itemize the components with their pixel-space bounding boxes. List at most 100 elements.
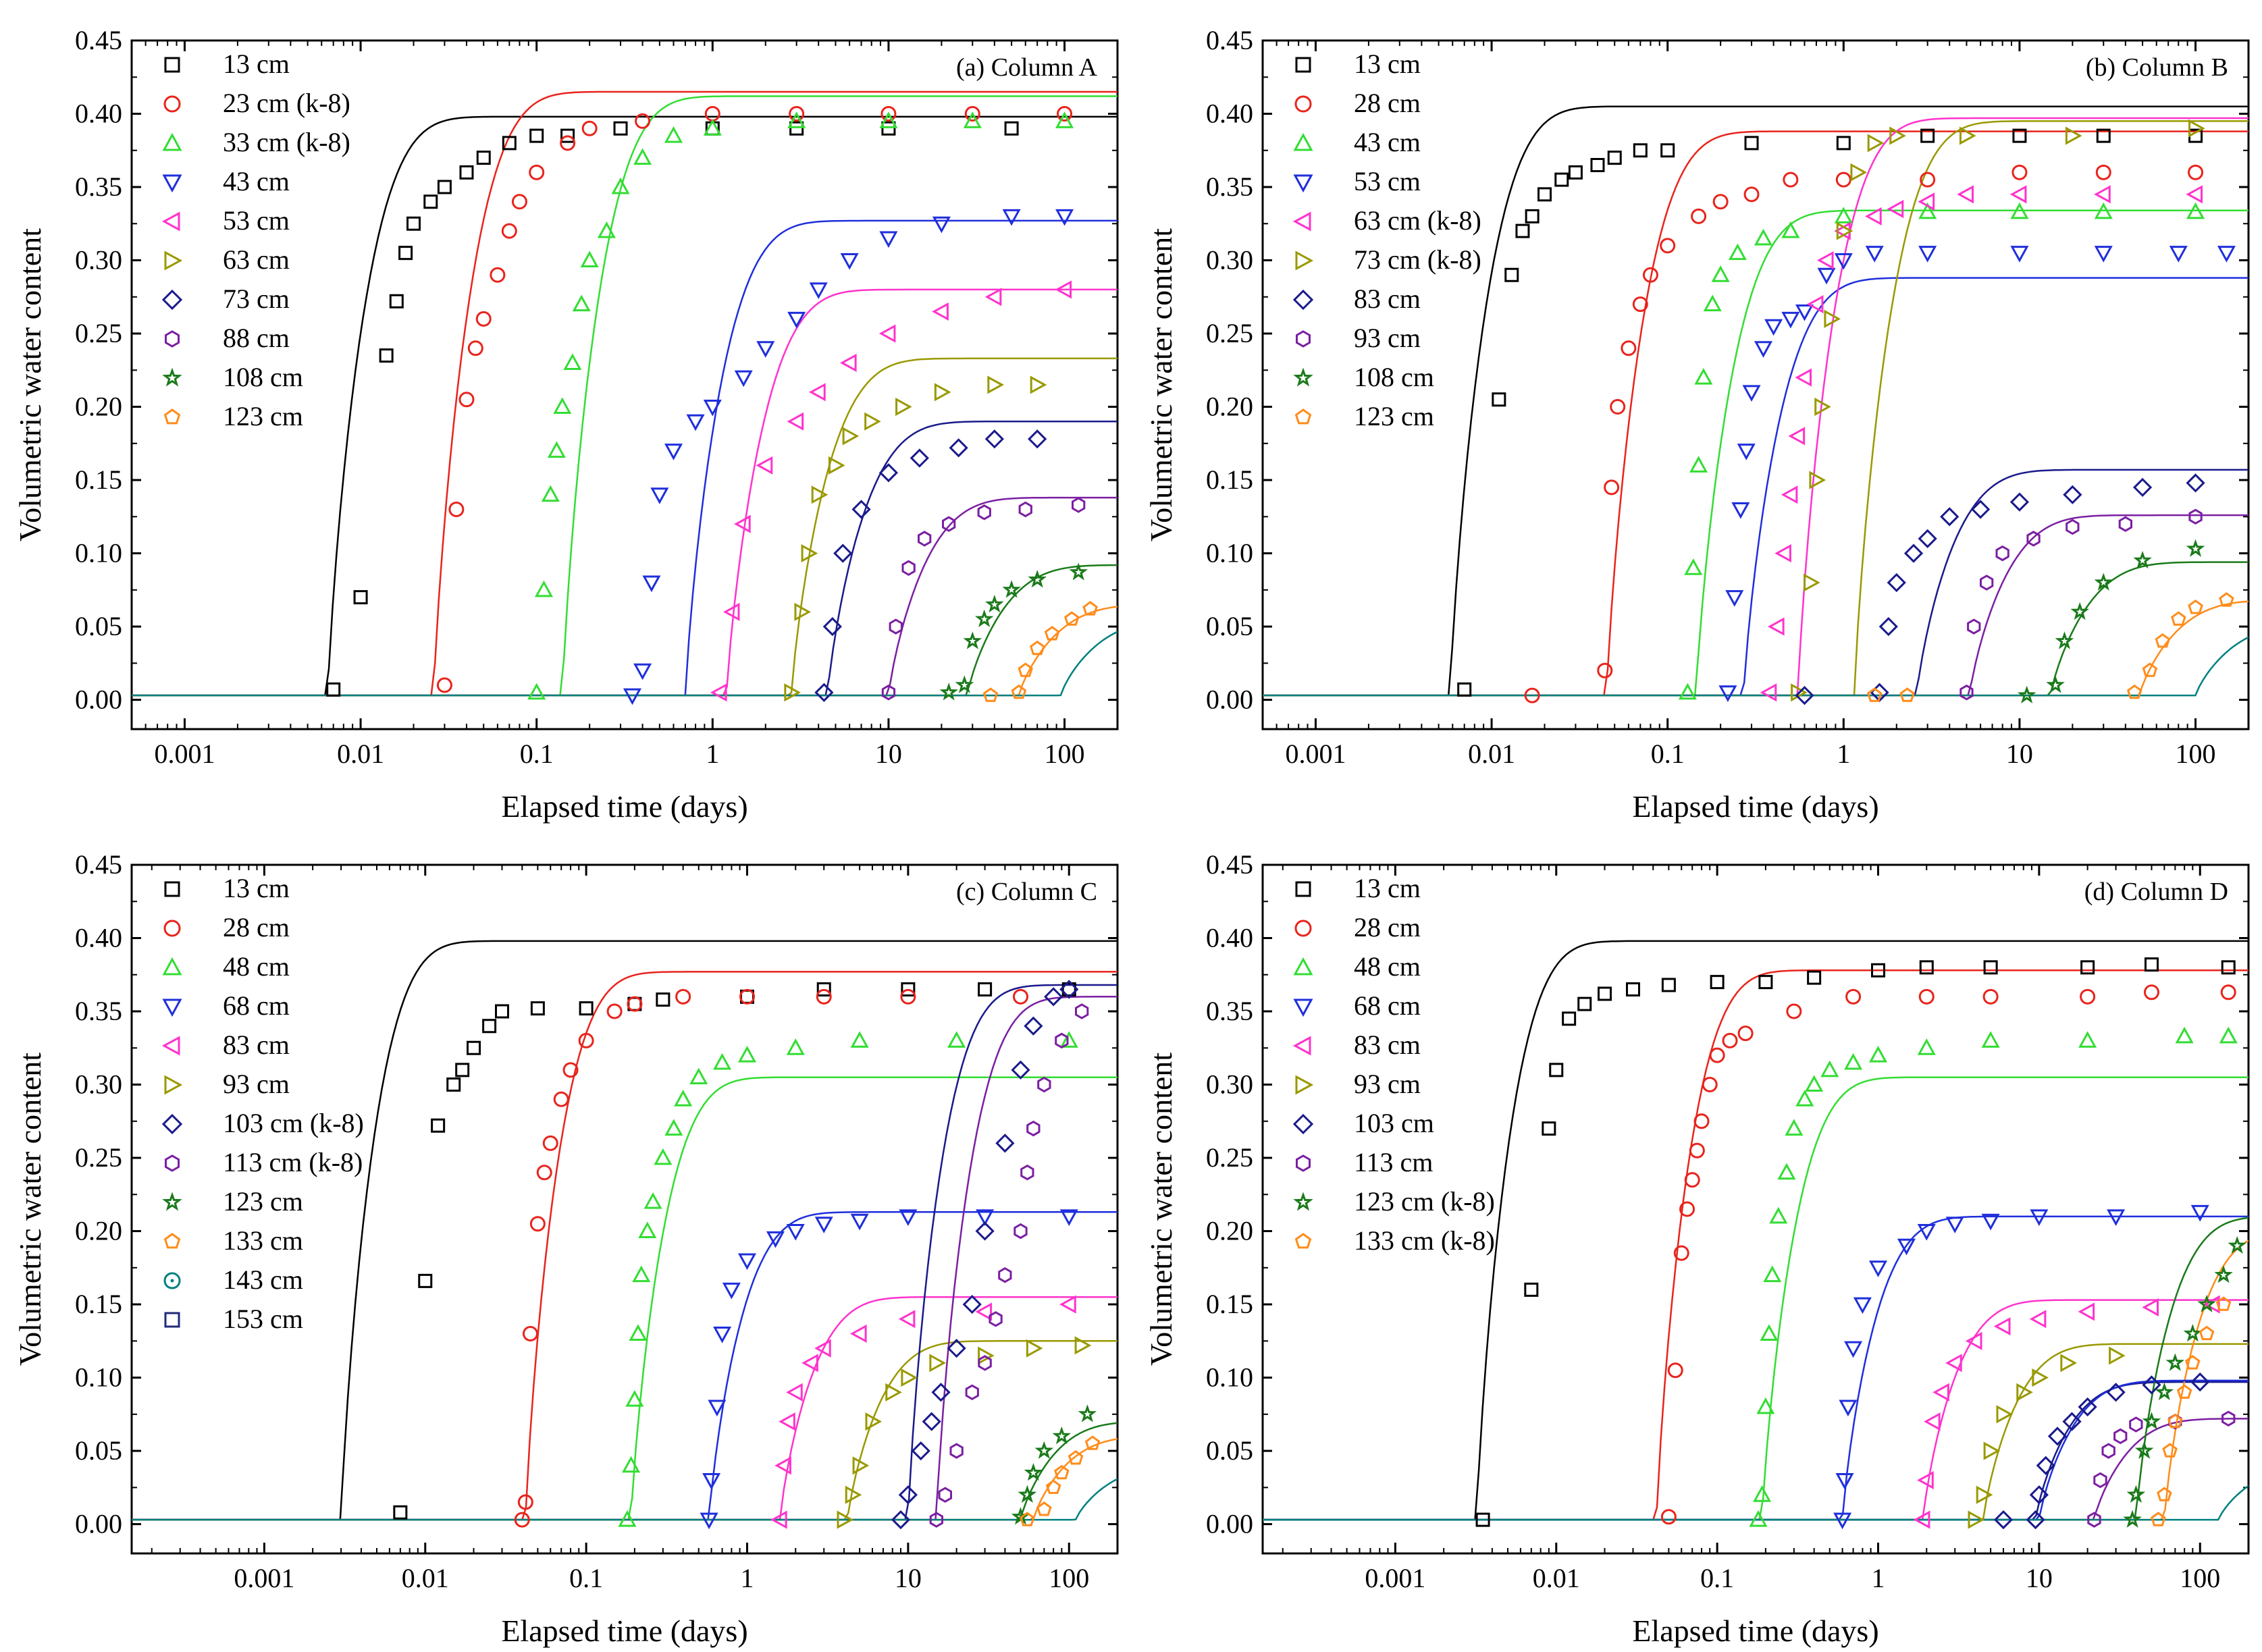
model-curve bbox=[132, 1211, 1117, 1521]
data-point bbox=[1917, 1470, 1934, 1490]
data-point bbox=[1709, 1047, 1725, 1063]
y-tick-label: 0.05 bbox=[1206, 611, 1253, 641]
data-point bbox=[2010, 246, 2029, 263]
data-point bbox=[1026, 1339, 1043, 1358]
data-point bbox=[2171, 611, 2186, 626]
data-point bbox=[1024, 1016, 1043, 1036]
data-point bbox=[1807, 970, 1822, 985]
data-point bbox=[482, 1019, 497, 1034]
data-point bbox=[2016, 1383, 2033, 1402]
legend-marker bbox=[1295, 1075, 1314, 1095]
y-tick-label: 0.00 bbox=[1206, 685, 1253, 715]
data-point bbox=[809, 282, 828, 300]
data-point bbox=[700, 1512, 718, 1530]
data-point bbox=[1598, 986, 1612, 1001]
data-point bbox=[635, 113, 651, 129]
data-point bbox=[542, 1135, 558, 1151]
model-curve bbox=[132, 421, 1117, 697]
data-point bbox=[989, 1311, 1003, 1327]
x-tick-label: 100 bbox=[1045, 739, 1085, 769]
legend-label: 48 cm bbox=[223, 951, 290, 982]
data-point bbox=[1742, 385, 1761, 402]
data-point bbox=[581, 120, 598, 136]
data-point bbox=[2080, 988, 2096, 1005]
data-point bbox=[2169, 246, 2188, 263]
data-point bbox=[476, 151, 491, 165]
data-point bbox=[1694, 368, 1713, 385]
legend-label: 108 cm bbox=[223, 362, 303, 392]
data-point bbox=[878, 324, 896, 343]
model-curve bbox=[1263, 636, 2248, 697]
data-point bbox=[901, 560, 916, 577]
data-point bbox=[2186, 473, 2205, 493]
data-point bbox=[1774, 544, 1791, 563]
data-point bbox=[1728, 243, 1747, 261]
data-point bbox=[446, 1077, 461, 1092]
chart-column-a: 0.00 0.05 0.10 0.15 0.20 0.25 0.30 0.35 0.40 0.45… bbox=[13, 25, 1119, 824]
data-point bbox=[789, 121, 804, 136]
model-curve bbox=[132, 496, 1117, 697]
data-point bbox=[1983, 960, 1998, 975]
model-curve bbox=[132, 1438, 1117, 1521]
data-point bbox=[1660, 143, 1675, 158]
data-point bbox=[2126, 684, 2142, 699]
model-curve bbox=[132, 564, 1117, 697]
data-point bbox=[1457, 682, 1472, 697]
data-point bbox=[536, 1165, 552, 1181]
data-point bbox=[353, 590, 368, 605]
y-tick-label: 0.35 bbox=[1206, 171, 1253, 202]
data-point bbox=[1980, 575, 1994, 591]
data-point bbox=[2094, 185, 2111, 204]
legend-label: 23 cm (k-8) bbox=[223, 88, 350, 118]
data-point bbox=[2221, 960, 2236, 975]
data-point bbox=[2078, 1397, 2097, 1417]
x-tick-label: 0.1 bbox=[520, 739, 554, 769]
data-point bbox=[1667, 1362, 1683, 1379]
data-point bbox=[1737, 1025, 1754, 1042]
x-tick-label: 1 bbox=[741, 1563, 754, 1593]
data-point bbox=[1072, 497, 1086, 513]
x-tick-label: 0.01 bbox=[402, 1563, 449, 1593]
data-point bbox=[2093, 1472, 2107, 1489]
legend-marker bbox=[164, 57, 180, 73]
data-point bbox=[633, 148, 652, 165]
data-point bbox=[643, 1192, 662, 1209]
legend-label: 13 cm bbox=[223, 873, 290, 903]
legend-marker bbox=[165, 1154, 180, 1172]
data-point bbox=[984, 429, 1004, 449]
data-point bbox=[423, 194, 438, 209]
data-point bbox=[1731, 502, 1750, 519]
y-tick-label: 0.25 bbox=[1206, 318, 1253, 348]
y-tick-label: 0.10 bbox=[1206, 538, 1253, 568]
data-point bbox=[1920, 128, 1935, 143]
data-point bbox=[529, 164, 545, 180]
y-tick-label: 0.05 bbox=[1206, 1435, 1253, 1466]
legend-label: 28 cm bbox=[223, 912, 290, 942]
data-point bbox=[1976, 1485, 1993, 1504]
data-point bbox=[1028, 429, 1047, 449]
data-point bbox=[2070, 602, 2090, 620]
x-tick-label: 10 bbox=[2026, 1563, 2053, 1593]
data-point bbox=[1878, 616, 1898, 637]
y-tick-label: 0.20 bbox=[1206, 392, 1253, 422]
data-point bbox=[2029, 1485, 2049, 1505]
data-point bbox=[998, 1267, 1012, 1283]
data-point bbox=[1754, 341, 1773, 358]
data-point bbox=[2186, 202, 2205, 219]
data-point bbox=[2063, 485, 2082, 504]
data-point bbox=[955, 675, 974, 693]
data-point bbox=[580, 250, 599, 268]
plot-frame bbox=[130, 863, 1119, 1555]
data-point bbox=[1028, 570, 1047, 588]
data-point bbox=[1055, 280, 1072, 299]
data-point bbox=[2188, 128, 2203, 143]
data-point bbox=[455, 1063, 470, 1077]
data-point bbox=[1945, 1217, 1964, 1233]
data-point bbox=[774, 1456, 791, 1475]
data-point bbox=[984, 288, 1002, 307]
x-tick-label: 0.01 bbox=[337, 739, 384, 769]
data-point bbox=[1034, 1441, 1054, 1459]
data-point bbox=[1982, 988, 1999, 1005]
x-tick-label: 10 bbox=[895, 1563, 922, 1593]
legend-marker bbox=[162, 1192, 182, 1211]
